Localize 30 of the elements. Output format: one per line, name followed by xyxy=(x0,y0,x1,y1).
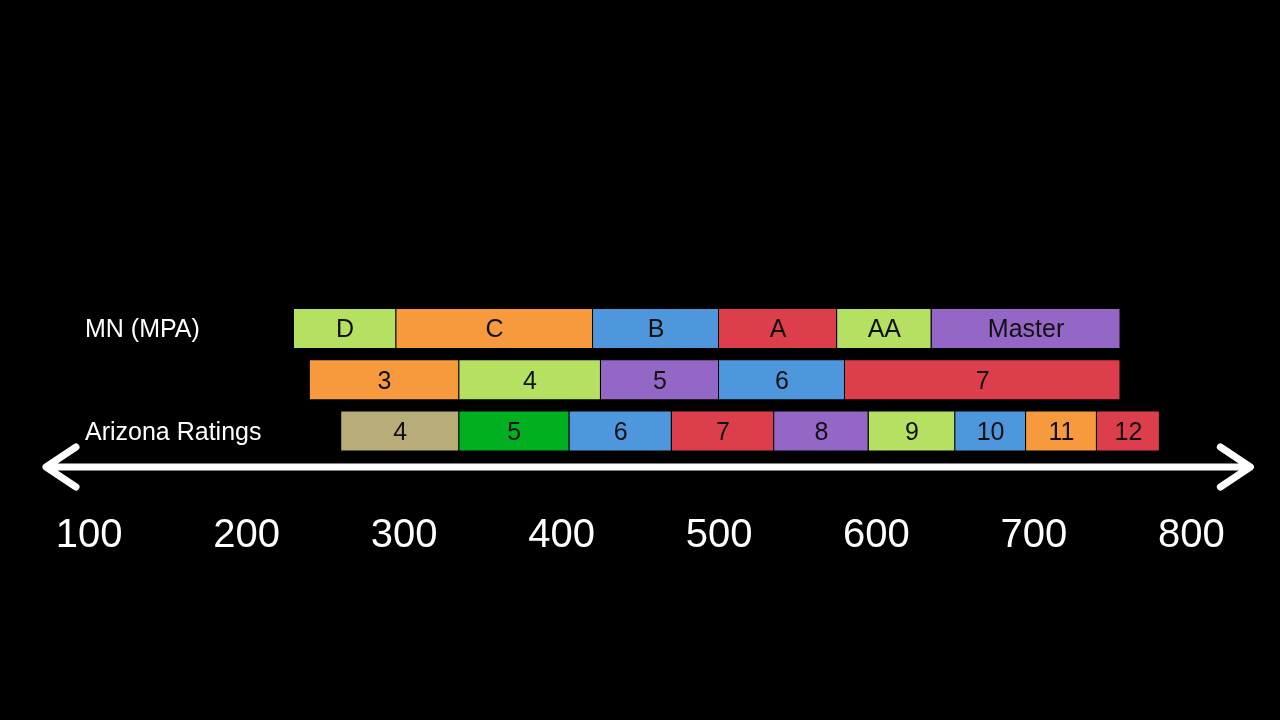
y-tick-label: Arizona Ratings xyxy=(85,416,262,445)
annotation: 11 xyxy=(1048,416,1075,445)
annotation: C xyxy=(485,314,504,343)
x-tick-label: 500 xyxy=(685,510,753,555)
annotation: 12 xyxy=(1114,416,1143,445)
x-tick-label: 300 xyxy=(370,510,438,555)
annotation: A xyxy=(769,314,787,343)
annotation: 6 xyxy=(775,365,789,394)
x-tick-label: 700 xyxy=(1000,510,1068,555)
annotation: 8 xyxy=(814,416,829,445)
annotation: 7 xyxy=(715,416,730,445)
annotation: 5 xyxy=(653,365,667,394)
x-tick-label: 400 xyxy=(528,510,595,555)
x-tick-label: 100 xyxy=(55,510,123,555)
annotation: B xyxy=(647,314,665,343)
annotation: 4 xyxy=(393,416,408,445)
annotation: AA xyxy=(867,314,902,343)
annotation: 6 xyxy=(613,416,628,445)
annotation: 4 xyxy=(523,365,538,394)
x-tick-label: 600 xyxy=(843,510,910,555)
x-tick-label: 800 xyxy=(1157,510,1225,555)
annotation: D xyxy=(336,314,355,343)
y-tick-label: MN (MPA) xyxy=(85,314,200,343)
annotation: 5 xyxy=(507,416,522,445)
x-tick-label: 200 xyxy=(213,510,281,555)
annotation: 10 xyxy=(976,416,1005,445)
annotation: Master xyxy=(987,314,1065,343)
annotation: 7 xyxy=(975,365,990,394)
annotation: 9 xyxy=(904,416,919,445)
annotation: 3 xyxy=(377,365,392,394)
